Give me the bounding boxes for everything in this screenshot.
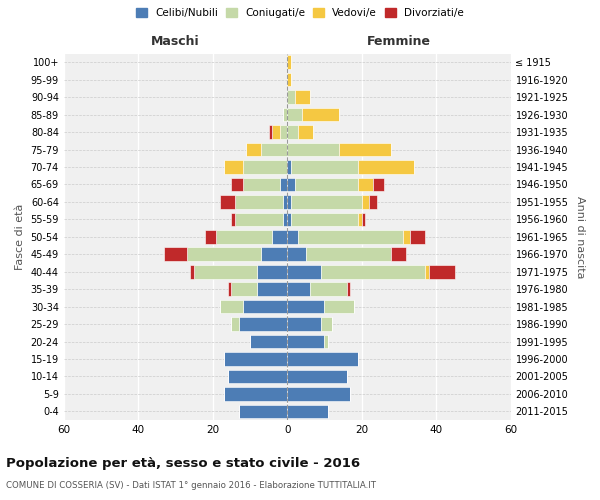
Bar — [261, 142, 287, 156]
Bar — [232, 178, 242, 192]
Bar — [325, 300, 354, 314]
Bar — [302, 108, 340, 122]
Bar — [287, 318, 321, 331]
Bar — [239, 404, 287, 418]
Bar — [298, 126, 313, 139]
Bar — [190, 265, 194, 278]
Bar — [217, 230, 272, 243]
Bar — [287, 142, 340, 156]
Bar — [257, 282, 287, 296]
Bar — [272, 230, 287, 243]
Bar — [287, 282, 310, 296]
Y-axis label: Anni di nascita: Anni di nascita — [575, 196, 585, 278]
Bar — [164, 248, 187, 261]
Bar — [358, 160, 414, 174]
Bar — [283, 108, 287, 122]
Bar — [325, 335, 328, 348]
Bar — [362, 212, 365, 226]
Bar — [224, 352, 287, 366]
Y-axis label: Fasce di età: Fasce di età — [15, 204, 25, 270]
Bar — [287, 352, 358, 366]
Bar — [194, 265, 257, 278]
Bar — [391, 248, 406, 261]
Bar — [187, 248, 261, 261]
Bar — [287, 370, 347, 384]
Bar — [291, 195, 362, 208]
Bar — [246, 142, 261, 156]
Bar — [287, 404, 328, 418]
Bar — [257, 265, 287, 278]
Bar — [321, 265, 425, 278]
Bar — [232, 282, 257, 296]
Bar — [287, 108, 302, 122]
Bar — [362, 195, 369, 208]
Bar — [242, 160, 287, 174]
Bar — [358, 178, 373, 192]
Bar — [287, 387, 350, 401]
Bar — [269, 126, 272, 139]
Bar — [373, 178, 384, 192]
Bar — [287, 212, 291, 226]
Bar — [224, 387, 287, 401]
Bar — [428, 265, 455, 278]
Bar — [321, 318, 332, 331]
Text: Maschi: Maschi — [151, 36, 200, 49]
Bar — [287, 230, 298, 243]
Bar — [425, 265, 428, 278]
Bar — [283, 195, 287, 208]
Bar — [287, 335, 325, 348]
Bar — [287, 248, 306, 261]
Bar — [347, 282, 350, 296]
Bar — [310, 282, 347, 296]
Bar — [220, 195, 235, 208]
Bar — [287, 90, 295, 104]
Bar — [224, 160, 242, 174]
Bar — [261, 248, 287, 261]
Bar — [283, 212, 287, 226]
Bar — [239, 318, 287, 331]
Bar — [410, 230, 425, 243]
Bar — [287, 126, 298, 139]
Bar — [287, 300, 325, 314]
Bar — [287, 73, 291, 86]
Bar — [369, 195, 377, 208]
Bar — [306, 248, 391, 261]
Text: Popolazione per età, sesso e stato civile - 2016: Popolazione per età, sesso e stato civil… — [6, 458, 360, 470]
Bar — [403, 230, 410, 243]
Bar — [358, 212, 362, 226]
Bar — [295, 178, 358, 192]
Bar — [232, 318, 239, 331]
Bar — [235, 212, 283, 226]
Bar — [250, 335, 287, 348]
Bar — [272, 126, 280, 139]
Bar — [242, 300, 287, 314]
Text: Femmine: Femmine — [367, 36, 431, 49]
Bar — [287, 56, 291, 69]
Bar — [280, 178, 287, 192]
Bar — [295, 90, 310, 104]
Bar — [205, 230, 217, 243]
Bar — [287, 195, 291, 208]
Bar — [235, 195, 283, 208]
Bar — [287, 160, 291, 174]
Bar — [291, 160, 358, 174]
Bar — [280, 126, 287, 139]
Bar — [232, 212, 235, 226]
Bar — [340, 142, 391, 156]
Bar — [227, 282, 232, 296]
Bar — [291, 212, 358, 226]
Bar — [287, 178, 295, 192]
Text: COMUNE DI COSSERIA (SV) - Dati ISTAT 1° gennaio 2016 - Elaborazione TUTTITALIA.I: COMUNE DI COSSERIA (SV) - Dati ISTAT 1° … — [6, 481, 376, 490]
Bar — [227, 370, 287, 384]
Legend: Celibi/Nubili, Coniugati/e, Vedovi/e, Divorziati/e: Celibi/Nubili, Coniugati/e, Vedovi/e, Di… — [133, 5, 467, 21]
Bar — [298, 230, 403, 243]
Bar — [242, 178, 280, 192]
Bar — [220, 300, 242, 314]
Bar — [287, 265, 321, 278]
